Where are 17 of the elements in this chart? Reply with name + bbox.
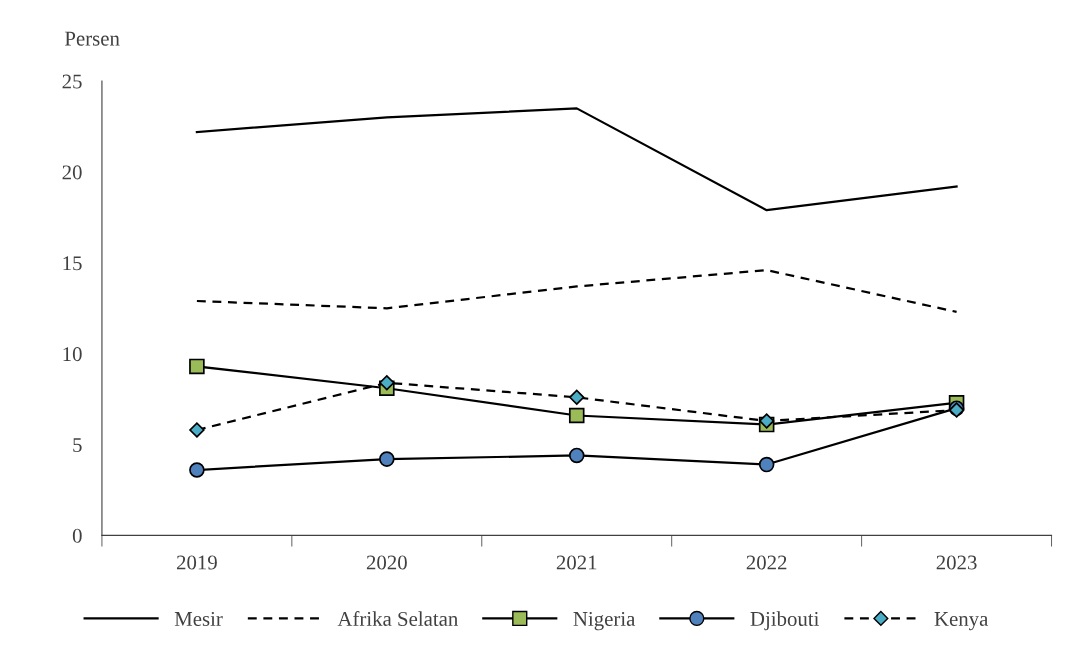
y-tick-label: 20 xyxy=(62,165,82,180)
legend-label: Afrika Selatan xyxy=(337,611,458,626)
y-tick-label: 0 xyxy=(72,528,82,543)
x-tick-label: 2022 xyxy=(746,555,787,570)
y-tick-label: 5 xyxy=(73,438,82,452)
x-tick-label: 2020 xyxy=(366,555,407,570)
y-axis-title: Persen xyxy=(64,31,120,46)
y-tick-label: 25 xyxy=(62,74,82,89)
legend-label: Nigeria xyxy=(573,611,636,631)
legend-label: Mesir xyxy=(174,611,223,626)
legend-label: Djibouti xyxy=(750,611,819,631)
x-tick-label: 2019 xyxy=(176,555,217,570)
y-tick-label: 10 xyxy=(63,347,82,362)
x-tick-label: 2023 xyxy=(936,555,977,570)
y-tick-label: 15 xyxy=(63,256,82,271)
legend-label: Kenya xyxy=(934,612,989,631)
x-tick-label: 2021 xyxy=(556,555,597,570)
